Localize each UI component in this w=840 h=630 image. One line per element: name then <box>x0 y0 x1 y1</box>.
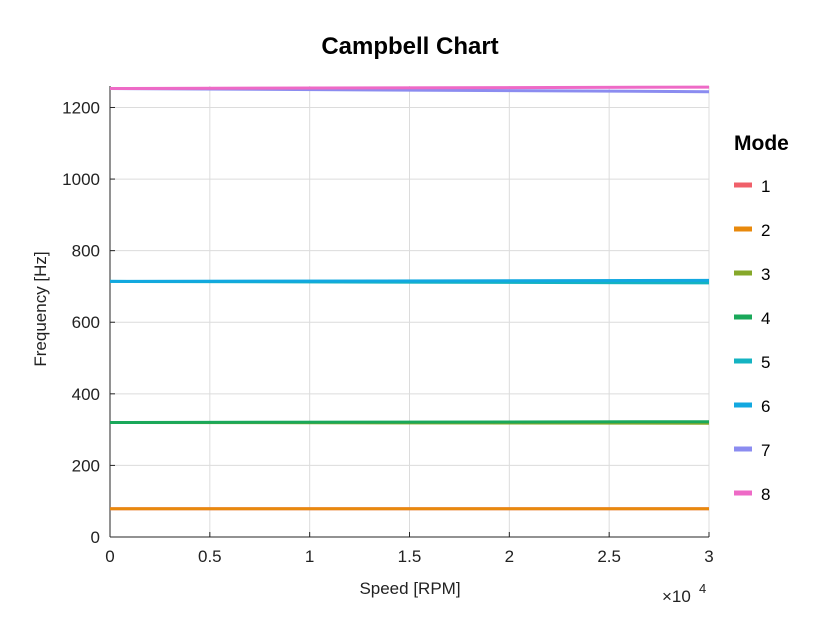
series-line-mode-8 <box>109 85 710 90</box>
legend-label-mode-3: 3 <box>761 265 770 284</box>
legend-label-mode-4: 4 <box>761 309 770 328</box>
tick-labels: 0 0.5 1 1.5 2 2.5 3 0 200 400 600 800 1000 1200 <box>62 98 714 566</box>
y-axis-label: Frequency [Hz] <box>31 251 50 366</box>
y-tick-label-1: 200 <box>72 456 100 475</box>
legend-label-mode-6: 6 <box>761 397 770 416</box>
x-tick-label-2: 1 <box>305 547 314 566</box>
x-exponent-power: 4 <box>699 581 706 596</box>
x-axis-label: Speed [RPM] <box>359 579 460 598</box>
y-tick-label-2: 400 <box>72 385 100 404</box>
legend-label-mode-5: 5 <box>761 353 770 372</box>
legend-title: Mode <box>734 132 789 155</box>
legend: Mode 1 2 3 4 5 6 7 8 <box>734 132 789 504</box>
x-tick-label-5: 2.5 <box>597 547 621 566</box>
x-tick-label-3: 1.5 <box>398 547 422 566</box>
x-tick-label-0: 0 <box>105 547 114 566</box>
x-tick-label-4: 2 <box>505 547 514 566</box>
y-tick-label-5: 1000 <box>62 170 100 189</box>
axes <box>109 86 710 538</box>
legend-label-mode-1: 1 <box>761 177 770 196</box>
y-tick-label-0: 0 <box>91 528 100 547</box>
x-tick-label-6: 3 <box>704 547 713 566</box>
series-line-mode-6 <box>109 278 710 283</box>
y-tick-label-4: 800 <box>72 242 100 261</box>
x-exponent-base: ×10 <box>662 587 691 606</box>
x-exponent: ×10 4 <box>662 581 706 606</box>
chart-title: Campbell Chart <box>321 33 498 60</box>
plot-series <box>109 85 710 511</box>
legend-label-mode-8: 8 <box>761 485 770 504</box>
y-tick-label-6: 1200 <box>62 98 100 117</box>
grid <box>109 86 710 538</box>
legend-label-mode-7: 7 <box>761 441 770 460</box>
series-line-mode-4 <box>109 420 710 424</box>
legend-label-mode-2: 2 <box>761 221 770 240</box>
x-tick-label-1: 0.5 <box>198 547 222 566</box>
y-tick-label-3: 600 <box>72 313 100 332</box>
